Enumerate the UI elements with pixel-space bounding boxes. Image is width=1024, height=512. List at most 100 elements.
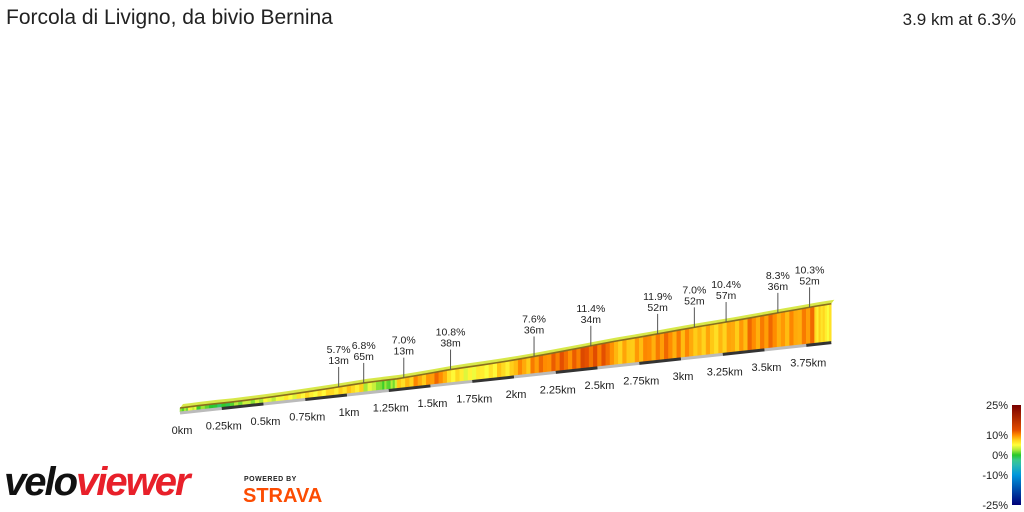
legend-label: 10% (986, 430, 1008, 442)
gradient-band (693, 326, 698, 357)
annotation-gradient: 11.9% (643, 291, 672, 303)
gradient-band (551, 352, 556, 373)
gradient-band (760, 314, 765, 350)
gradient-band (605, 341, 611, 367)
gradient-band (555, 351, 561, 372)
gradient-band (659, 332, 665, 361)
gradient-band (797, 308, 803, 346)
logo-viewer-text: viewer (76, 460, 191, 504)
distance-tick-label: 1km (339, 407, 360, 419)
annotation-gradient: 8.3% (766, 270, 790, 282)
gradient-band (684, 327, 690, 358)
gradient-band (705, 324, 711, 356)
annotation-length: 52m (647, 302, 668, 314)
gradient-band (722, 321, 728, 354)
profile-top-line (179, 299, 835, 409)
distance-segment (722, 348, 765, 356)
gradient-band (743, 318, 749, 352)
gradient-band (789, 309, 794, 347)
gradient-band (417, 374, 423, 387)
gradient-band (730, 320, 736, 353)
distance-segment (639, 357, 682, 365)
steepest-section-annotation: 7.0%52m (682, 284, 706, 328)
legend-color-bar (1012, 405, 1021, 505)
gradient-band (768, 313, 774, 349)
gradient-band (505, 360, 511, 378)
gradient-band (820, 304, 824, 344)
gradient-band (396, 377, 402, 389)
gradient-band (630, 337, 636, 364)
gradient-band (472, 365, 477, 381)
distance-tick-label: 1.75km (456, 393, 492, 405)
steepest-section-annotation: 6.8%65m (352, 340, 376, 383)
distance-segment (346, 388, 389, 397)
gradient-band (651, 333, 657, 362)
gradient-band (609, 341, 615, 366)
gradient-band (430, 372, 435, 386)
gradient-band (709, 323, 715, 356)
gradient-band (438, 370, 444, 385)
distance-tick-label: 3.25km (707, 366, 743, 378)
gradient-band (392, 378, 396, 390)
gradient-band (538, 354, 544, 374)
profile-top-line-stroke (179, 302, 832, 409)
annotation-gradient: 7.0% (392, 335, 416, 347)
distance-segment (806, 341, 832, 347)
gradient-band (697, 325, 703, 357)
gradient-band (509, 359, 515, 377)
gradient-band (755, 315, 761, 351)
distance-segment (680, 352, 723, 361)
gradient-band (517, 358, 523, 376)
gradient-band (772, 312, 778, 349)
distance-segment (305, 393, 348, 401)
steepest-section-annotation: 10.4%57m (711, 279, 741, 323)
powered-by-label: POWERED BY (244, 476, 297, 483)
gradient-band (655, 333, 661, 361)
distance-tick-label: 1.25km (373, 402, 409, 414)
veloviewer-logo[interactable]: veloviewer (4, 460, 191, 504)
gradient-band (739, 318, 744, 352)
profile-base (179, 341, 832, 415)
steepest-section-annotation: 11.4%34m (576, 303, 605, 346)
distance-segment (388, 384, 431, 392)
steepest-section-annotation: 7.0%13m (392, 335, 416, 378)
gradient-band (814, 305, 817, 344)
annotation-length: 13m (394, 346, 415, 358)
distance-segment (764, 343, 807, 352)
gradient-band (822, 304, 826, 343)
gradient-band (526, 356, 531, 375)
gradient-band (530, 356, 536, 375)
distance-tick-label: 0km (172, 425, 193, 437)
gradient-band (371, 381, 377, 392)
distance-tick-label: 3km (673, 371, 694, 383)
annotation-length: 13m (328, 355, 349, 367)
gradient-band (597, 343, 602, 368)
strava-logo[interactable]: STRAVA (243, 485, 323, 507)
gradient-band (559, 350, 565, 372)
gradient-band (367, 381, 373, 392)
gradient-band (689, 327, 694, 358)
distance-tick-label: 0.25km (206, 420, 242, 432)
distance-tick-label: 2km (506, 389, 527, 401)
gradient-band (488, 362, 494, 379)
gradient-band (776, 311, 782, 348)
gradient-band (442, 369, 448, 384)
gradient-band (643, 335, 648, 363)
gradient-band (542, 353, 548, 374)
gradient-band (405, 376, 410, 388)
gradient-band (384, 379, 387, 391)
gradient-band (497, 361, 502, 379)
gradient-band (413, 374, 419, 388)
gradient-band (355, 383, 360, 394)
annotation-gradient: 10.8% (436, 327, 466, 339)
gradient-band (793, 309, 799, 346)
gradient-band (380, 380, 383, 391)
gradient-band (806, 306, 811, 345)
gradient-band (547, 352, 552, 373)
gradient-band (828, 303, 832, 343)
gradient-band (810, 306, 815, 345)
annotation-length: 52m (799, 275, 820, 287)
distance-segment (263, 397, 306, 406)
gradient-band (647, 334, 653, 362)
annotation-length: 36m (768, 281, 789, 293)
